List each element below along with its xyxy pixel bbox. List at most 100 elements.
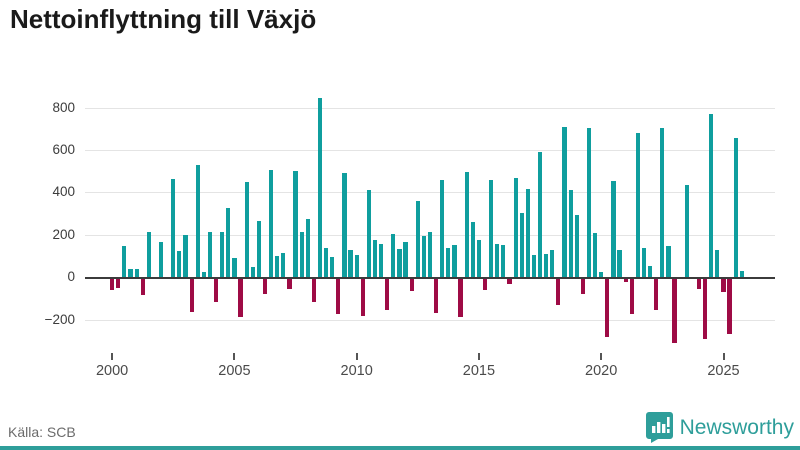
bar-2019-q2 (580, 277, 585, 295)
x-axis-tick-label: 2025 (707, 363, 740, 379)
bar-2008-q3 (317, 98, 323, 278)
bar-2012-q2 (409, 277, 414, 291)
bar-2017-q2 (531, 254, 537, 278)
bar-2009-q3 (342, 173, 347, 278)
bar-2021-q3 (635, 133, 640, 278)
bar-2021-q1 (623, 277, 628, 283)
bar-2002-q3 (171, 178, 176, 278)
bar-2011-q3 (391, 233, 396, 278)
bar-2008-q4 (324, 247, 329, 278)
bar-2012-q3 (415, 200, 420, 278)
bar-2017-q1 (525, 189, 530, 278)
bar-2018-q4 (568, 190, 573, 278)
x-axis-tick-label: 2015 (462, 363, 496, 379)
bar-2000-q3 (122, 246, 127, 278)
bar-2003-q1 (183, 234, 188, 278)
bar-2019-q1 (574, 214, 579, 278)
bar-2025-q4 (739, 270, 744, 278)
bar-2006-q4 (275, 256, 280, 278)
bar-2003-q2 (189, 277, 194, 313)
bar-2001-q3 (146, 231, 151, 278)
bar-2025-q2 (727, 277, 732, 335)
bar-2016-q4 (519, 212, 524, 278)
bar-2016-q1 (501, 245, 506, 278)
bar-2020-q4 (617, 249, 622, 278)
bar-2000-q1 (110, 277, 115, 290)
bar-2022-q2 (654, 277, 659, 311)
bar-2010-q1 (354, 254, 359, 278)
source-label: Källa: SCB (8, 424, 76, 440)
gridline (85, 107, 775, 109)
chart-title: Nettoinflyttning till Växjö (10, 4, 317, 34)
bar-2020-q3 (611, 180, 616, 278)
bar-2011-q2 (385, 277, 390, 311)
bar-2014-q1 (452, 245, 457, 278)
zero-line (85, 277, 775, 280)
x-axis-tick-label: 2000 (95, 363, 129, 379)
bar-2022-q1 (647, 265, 653, 278)
x-axis-tick (111, 353, 114, 360)
bar-2023-q3 (684, 184, 689, 278)
bar-2001-q2 (140, 277, 145, 296)
plot-area: 800 600 400 200 0 −200 2000 2005 2010 2015 2020 202… (45, 80, 775, 379)
y-axis-tick-label: 600 (52, 142, 75, 157)
bar-2018-q3 (562, 126, 567, 278)
bar-2015-q2 (482, 277, 488, 290)
bar-2005-q4 (250, 266, 255, 278)
bar-2021-q4 (641, 247, 647, 278)
bar-2017-q3 (537, 152, 543, 278)
bar-2008-q2 (311, 277, 316, 302)
bar-2018-q1 (550, 249, 555, 278)
bar-2013-q3 (440, 179, 445, 278)
newsworthy-logo[interactable]: Newsworthy (645, 412, 794, 443)
bar-2007-q1 (281, 252, 286, 278)
bar-2020-q2 (605, 277, 610, 337)
bar-2017-q4 (544, 253, 549, 278)
x-axis-tick-label: 2020 (585, 363, 618, 379)
bar-2010-q4 (372, 240, 378, 278)
bar-2014-q2 (458, 277, 463, 318)
x-axis-tick (600, 353, 603, 360)
bar-2013-q1 (427, 231, 433, 278)
bar-2021-q2 (629, 277, 634, 315)
bar-2024-q1 (696, 277, 702, 289)
bar-2004-q4 (226, 208, 231, 278)
bar-2019-q3 (586, 127, 592, 278)
bar-2014-q3 (464, 172, 469, 278)
bar-2010-q2 (360, 277, 365, 317)
bar-2019-q4 (592, 232, 598, 278)
bar-2013-q4 (446, 247, 451, 278)
bar-2000-q2 (116, 277, 121, 288)
x-axis-tick (355, 353, 358, 360)
gridline (85, 319, 775, 321)
bar-2022-q3 (660, 127, 665, 278)
bar-2014-q4 (470, 222, 475, 278)
bar-2007-q2 (287, 277, 292, 289)
bar-2009-q1 (330, 257, 335, 278)
bar-2007-q3 (293, 171, 298, 278)
bar-2024-q2 (703, 277, 708, 339)
bar-2005-q3 (244, 181, 249, 278)
bar-2008-q1 (305, 218, 310, 278)
bar-2013-q2 (434, 277, 439, 314)
bar-2004-q1 (207, 231, 213, 278)
bar-2022-q4 (666, 246, 671, 278)
bar-2020-q1 (599, 271, 604, 278)
bar-2025-q3 (733, 138, 738, 278)
bar-2018-q2 (556, 277, 561, 305)
bar-2002-q1 (158, 242, 164, 278)
y-axis-tick-label: 200 (52, 226, 75, 242)
bar-2025-q1 (721, 277, 726, 292)
bar-2016-q3 (513, 177, 518, 278)
y-axis-tick-label: 800 (52, 99, 75, 115)
x-axis-tick (233, 353, 236, 360)
bar-2009-q4 (348, 249, 353, 278)
x-axis-tick (477, 353, 480, 360)
y-axis-tick-label: −200 (44, 311, 75, 327)
bar-2001-q1 (134, 268, 139, 278)
gridline (85, 150, 775, 151)
bar-2023-q1 (672, 277, 677, 343)
bar-2006-q3 (268, 170, 274, 278)
bar-2024-q4 (715, 249, 720, 278)
bar-2000-q4 (128, 268, 133, 278)
